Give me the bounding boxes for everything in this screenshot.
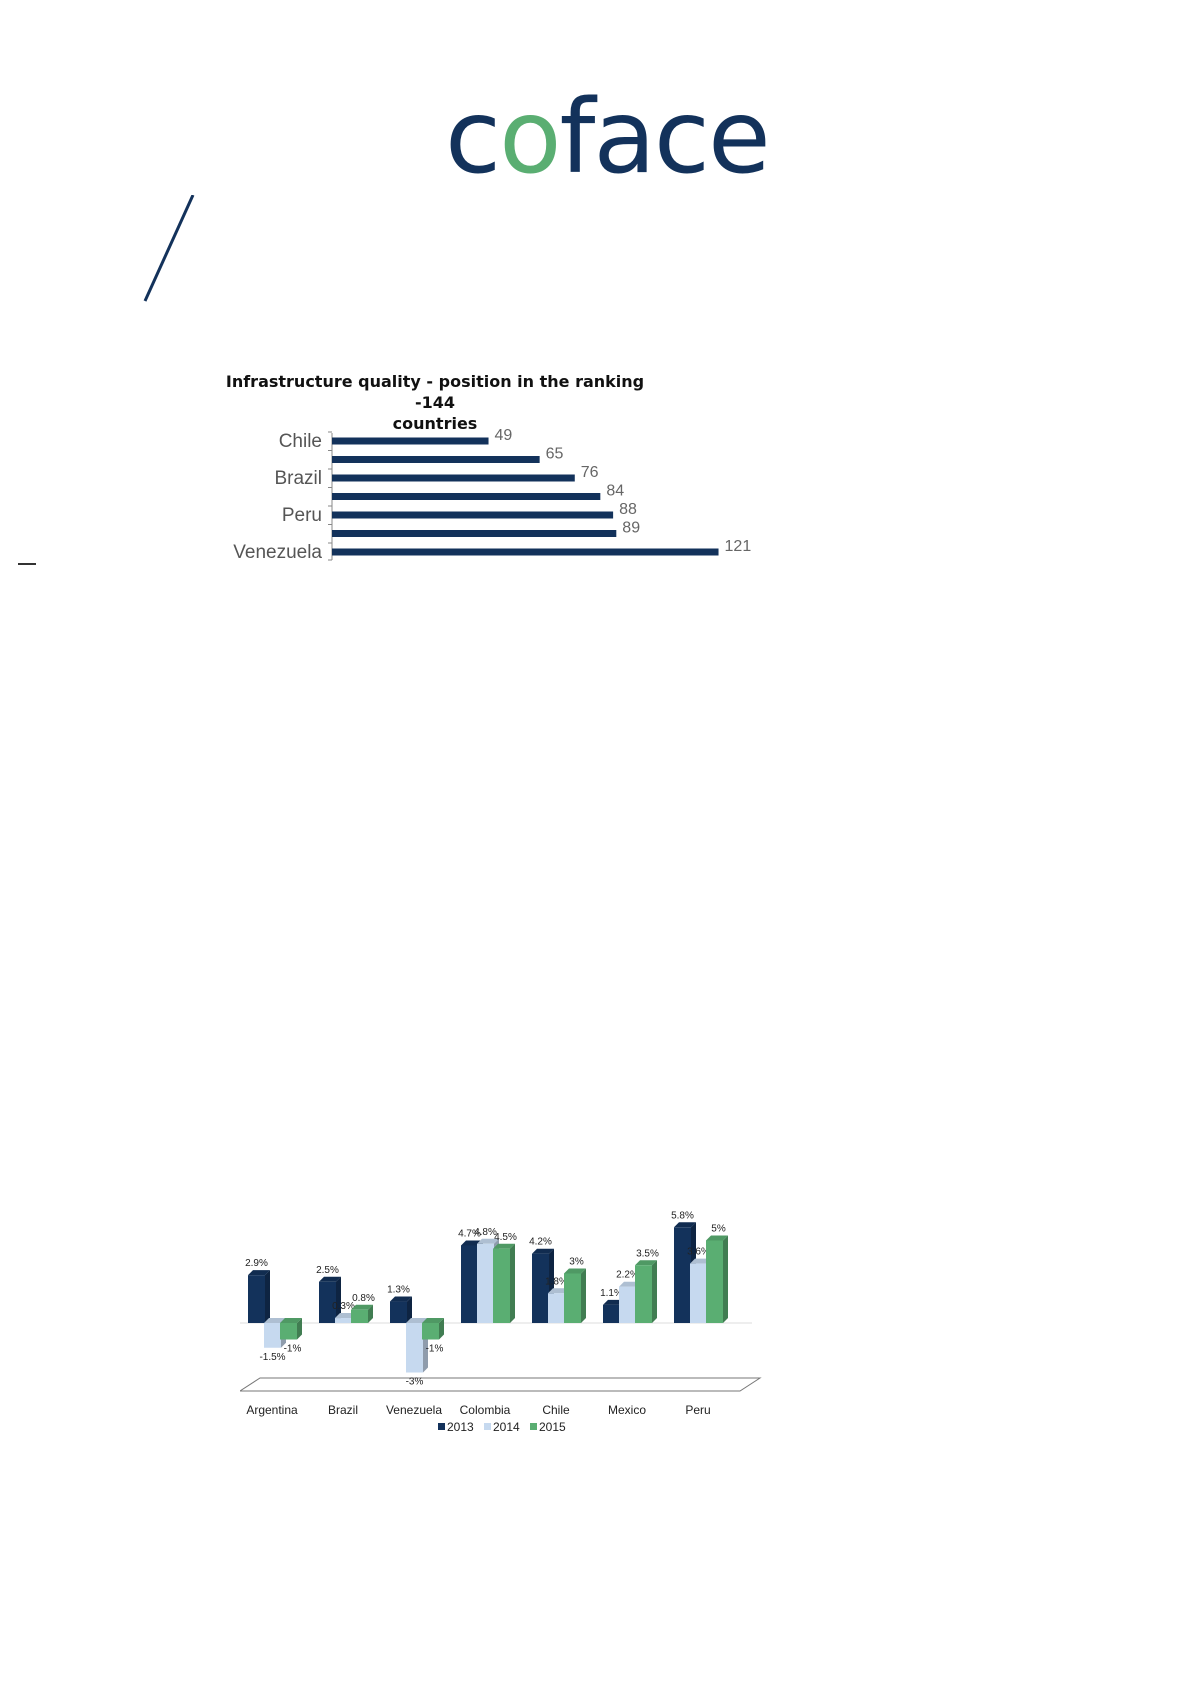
growth-value-label: 2.5%: [316, 1265, 339, 1276]
growth-value-label: 1.8%: [545, 1276, 568, 1287]
growth-value-label: -3%: [406, 1377, 424, 1388]
growth-bar: [422, 1318, 444, 1340]
ranking-value-label: 88: [619, 501, 637, 518]
growth-category-label: Colombia: [460, 1403, 511, 1417]
growth-bar: [706, 1235, 728, 1323]
ranking-bar: [332, 530, 617, 537]
growth-value-label: 3.5%: [636, 1248, 659, 1259]
growth-value-label: 3.6%: [687, 1247, 710, 1258]
ranking-value-label: 65: [546, 446, 564, 463]
growth-category-label: Venezuela: [386, 1403, 442, 1417]
chart-title: Infrastructure quality - position in the…: [210, 371, 660, 434]
legend-swatch: [530, 1423, 537, 1430]
legend-label: 2013: [447, 1420, 474, 1434]
growth-bar: [319, 1276, 341, 1323]
growth-value-label: 3%: [569, 1257, 584, 1268]
growth-value-label: -1%: [284, 1344, 302, 1355]
ranking-category-label: Venezuela: [233, 542, 322, 563]
legend-label: 2014: [493, 1420, 520, 1434]
growth-value-label: 4.8%: [474, 1227, 497, 1238]
legend-swatch: [484, 1423, 491, 1430]
ranking-bar: [332, 511, 614, 519]
chart-title-line-1: Infrastructure quality - position in the…: [225, 372, 645, 412]
growth-bar-chart: 2.9%-1.5%-1%Argentina2.5%0.3%0.8%Brazil1…: [240, 1210, 762, 1434]
growth-value-label: 2.2%: [616, 1270, 639, 1281]
growth-value-label: 1.3%: [387, 1285, 410, 1296]
growth-value-label: 0.3%: [332, 1301, 355, 1312]
growth-value-label: 4.7%: [458, 1228, 481, 1239]
ranking-value-label: 89: [622, 520, 640, 537]
coface-logo: coface: [445, 78, 771, 197]
ranking-bar: [332, 456, 540, 463]
ranking-category-label: Brazil: [274, 468, 322, 489]
growth-value-label: 4.5%: [494, 1232, 517, 1243]
ranking-category-label: Chile: [279, 431, 322, 452]
growth-bar: [351, 1304, 373, 1323]
growth-value-label: -1%: [426, 1344, 444, 1355]
ranking-value-label: 49: [495, 427, 513, 444]
legend-swatch: [438, 1423, 445, 1430]
growth-bar: [564, 1268, 586, 1323]
ranking-value-label: 121: [725, 538, 752, 555]
growth-category-label: Argentina: [246, 1403, 298, 1417]
growth-bar: [248, 1270, 270, 1323]
decorative-slash: [143, 195, 195, 302]
growth-value-label: 0.8%: [352, 1293, 375, 1304]
chart-title-line-2: countries: [392, 414, 478, 433]
growth-category-label: Chile: [542, 1403, 570, 1417]
ranking-bar: [332, 548, 719, 556]
ranking-category-label: Peru: [282, 505, 322, 526]
growth-bar: [390, 1296, 412, 1323]
growth-category-label: Mexico: [608, 1403, 646, 1417]
growth-value-label: 1.1%: [600, 1288, 623, 1299]
growth-category-label: Peru: [685, 1403, 710, 1417]
margin-tick: [18, 563, 36, 565]
legend-label: 2015: [539, 1420, 566, 1434]
ranking-value-label: 84: [606, 483, 624, 500]
growth-value-label: 2.9%: [245, 1258, 268, 1269]
ranking-bar: [332, 437, 489, 445]
chart-floor: [240, 1377, 762, 1392]
growth-value-label: 5%: [711, 1224, 726, 1235]
ranking-bar: [332, 493, 601, 500]
growth-category-label: Brazil: [328, 1403, 358, 1417]
growth-value-label: -1.5%: [259, 1352, 285, 1363]
growth-value-label: 4.2%: [529, 1237, 552, 1248]
ranking-bar: [332, 474, 575, 482]
growth-bar: [635, 1260, 657, 1323]
growth-value-label: 5.8%: [671, 1210, 694, 1221]
ranking-value-label: 76: [581, 464, 599, 481]
growth-bar: [493, 1243, 515, 1323]
growth-bar: [280, 1318, 302, 1340]
